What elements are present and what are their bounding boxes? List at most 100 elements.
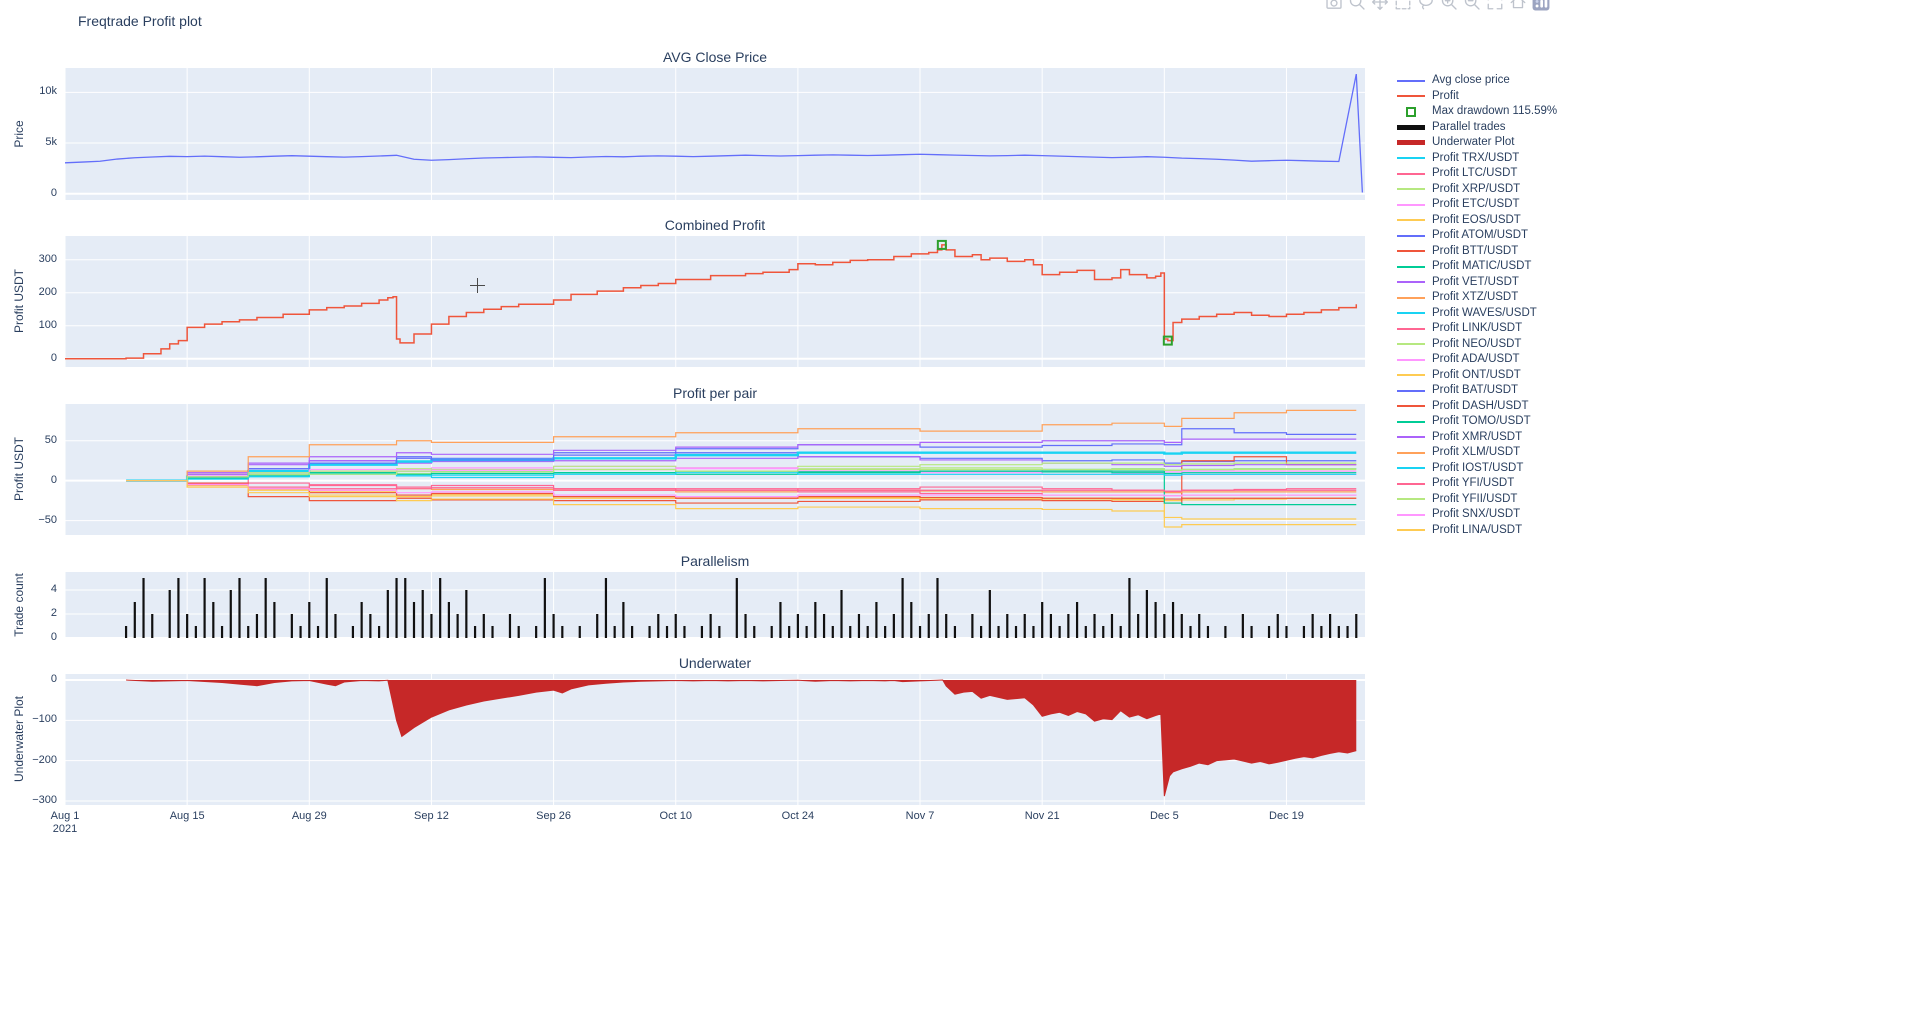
zoom-out-icon[interactable] xyxy=(1463,0,1481,11)
y-tick-label: 10k xyxy=(39,85,57,98)
parallel-trades-bar xyxy=(543,578,546,638)
parallel-trades-bar xyxy=(212,602,215,638)
legend-label: Profit BTT/USDT xyxy=(1432,244,1519,257)
box-select-icon[interactable] xyxy=(1394,0,1412,11)
parallel-trades-bar xyxy=(1276,614,1279,638)
parallel-trades-bar xyxy=(1110,614,1114,638)
legend-item[interactable]: Profit ATOM/USDT xyxy=(1397,228,1557,244)
legend-item[interactable]: Profit YFII/USDT xyxy=(1397,492,1557,508)
legend-item[interactable]: Profit XMR/USDT xyxy=(1397,430,1557,446)
legend-item[interactable]: Profit XTZ/USDT xyxy=(1397,290,1557,306)
btt-usdt-line xyxy=(126,456,1357,504)
parallel-trades-bar xyxy=(971,614,974,638)
parallel-trades-bar xyxy=(1041,602,1044,638)
legend-item[interactable]: Profit MATIC/USDT xyxy=(1397,259,1557,275)
waves-usdt-line xyxy=(126,451,1357,482)
legend-item[interactable]: Max drawdown 115.59% xyxy=(1397,104,1557,120)
legend-item[interactable]: Profit ADA/USDT xyxy=(1397,352,1557,368)
parallelism-plot[interactable] xyxy=(65,572,1365,638)
underwater-plot[interactable] xyxy=(65,674,1365,805)
x-tick-label: Aug 15 xyxy=(169,810,205,822)
legend-label: Profit XLM/USDT xyxy=(1432,446,1521,458)
legend-item[interactable]: Profit LINA/USDT xyxy=(1397,523,1557,539)
parallel-trades-bar xyxy=(1154,602,1157,638)
legend-item[interactable]: Profit LINK/USDT xyxy=(1397,321,1557,337)
legend-label: Profit VET/USDT xyxy=(1432,275,1519,288)
legend-item[interactable]: Profit EOS/USDT xyxy=(1397,213,1557,229)
legend-label: Profit TRX/USDT xyxy=(1432,151,1520,164)
legend-label: Profit MATIC/USDT xyxy=(1432,260,1532,272)
plotly-logo-icon[interactable] xyxy=(1532,0,1550,11)
parallel-trades-bar xyxy=(718,626,721,638)
legend: Avg close price Profit Max drawdown 115.59… xyxy=(1397,73,1557,538)
legend-label: Profit EOS/USDT xyxy=(1432,213,1521,226)
legend-swatch-icon xyxy=(1397,79,1425,82)
legend-label: Profit ATOM/USDT xyxy=(1432,229,1529,241)
x-tick-label: Oct 24 xyxy=(781,810,815,822)
legend-item[interactable]: Parallel trades xyxy=(1397,120,1557,136)
panel-title-avg-close-price: AVG Close Price xyxy=(663,49,767,65)
legend-item[interactable]: Profit XRP/USDT xyxy=(1397,182,1557,198)
y-axis-title-profit-usdt-pairs: Profit USDT xyxy=(12,436,26,502)
parallel-trades-bar xyxy=(430,614,433,638)
legend-item[interactable]: Profit BAT/USDT xyxy=(1397,383,1557,399)
parallel-trades-bar xyxy=(1032,626,1035,638)
parallel-trades-bar xyxy=(857,614,861,638)
legend-item[interactable]: Profit WAVES/USDT xyxy=(1397,306,1557,322)
parallel-trades-bar xyxy=(535,626,538,638)
legend-swatch-icon xyxy=(1397,312,1425,315)
parallel-trades-bar xyxy=(473,626,477,638)
legend-label: Underwater Plot xyxy=(1432,136,1515,148)
y-tick-label: 0 xyxy=(50,631,57,643)
parallel-trades-bar xyxy=(657,614,660,638)
legend-item[interactable]: Profit IOST/USDT xyxy=(1397,461,1557,477)
legend-item[interactable]: Underwater Plot xyxy=(1397,135,1557,151)
x-tick-label: Oct 10 xyxy=(659,810,692,822)
legend-item[interactable]: Profit BTT/USDT xyxy=(1397,244,1557,260)
legend-item[interactable]: Profit xyxy=(1397,89,1557,105)
legend-label: Profit BAT/USDT xyxy=(1432,384,1519,396)
pan-icon[interactable] xyxy=(1371,0,1389,11)
legend-swatch-icon xyxy=(1397,467,1425,470)
legend-item[interactable]: Profit TOMO/USDT xyxy=(1397,414,1557,430)
parallel-trades-bar xyxy=(508,614,512,638)
legend-item[interactable]: Profit ONT/USDT xyxy=(1397,368,1557,384)
legend-label: Profit ONT/USDT xyxy=(1432,368,1521,381)
y-tick-label: 50 xyxy=(44,433,57,446)
legend-swatch-icon xyxy=(1397,358,1425,361)
y-tick-label: 2 xyxy=(50,607,57,619)
parallel-trades-bar xyxy=(1102,626,1105,638)
legend-swatch-icon xyxy=(1397,172,1425,175)
legend-item[interactable]: Profit VET/USDT xyxy=(1397,275,1557,291)
reset-axes-icon[interactable] xyxy=(1509,0,1527,11)
profit-per-pair-plot[interactable] xyxy=(65,404,1365,535)
parallel-trades-bar xyxy=(299,626,302,638)
legend-item[interactable]: Profit LTC/USDT xyxy=(1397,166,1557,182)
y-tick-label: 0 xyxy=(50,351,57,364)
legend-swatch-icon xyxy=(1397,124,1425,130)
legend-item[interactable]: Profit DASH/USDT xyxy=(1397,399,1557,415)
legend-item[interactable]: Profit ETC/USDT xyxy=(1397,197,1557,213)
legend-item[interactable]: Profit XLM/USDT xyxy=(1397,445,1557,461)
lasso-icon[interactable] xyxy=(1417,0,1435,11)
parallel-trades-bar xyxy=(814,602,817,638)
legend-label: Profit ADA/USDT xyxy=(1432,353,1520,365)
parallel-trades-bar xyxy=(709,614,712,638)
legend-item[interactable]: Profit YFI/USDT xyxy=(1397,476,1557,492)
legend-label: Profit IOST/USDT xyxy=(1432,461,1524,474)
zoom-icon[interactable] xyxy=(1348,0,1366,11)
legend-item[interactable]: Profit TRX/USDT xyxy=(1397,151,1557,167)
zoom-in-icon[interactable] xyxy=(1440,0,1458,11)
avg-close-price-plot[interactable] xyxy=(65,68,1365,200)
autoscale-icon[interactable] xyxy=(1486,0,1504,11)
parallel-trades-bar xyxy=(447,602,450,638)
parallel-trades-bar xyxy=(360,602,363,638)
legend-item[interactable]: Profit SNX/USDT xyxy=(1397,507,1557,523)
legend-item[interactable]: Profit NEO/USDT xyxy=(1397,337,1557,353)
combined-profit-plot[interactable] xyxy=(65,236,1365,367)
y-tick-label: 5k xyxy=(45,136,57,149)
camera-icon[interactable] xyxy=(1325,0,1343,11)
legend-item[interactable]: Avg close price xyxy=(1397,73,1557,89)
profit-line xyxy=(65,244,1358,360)
